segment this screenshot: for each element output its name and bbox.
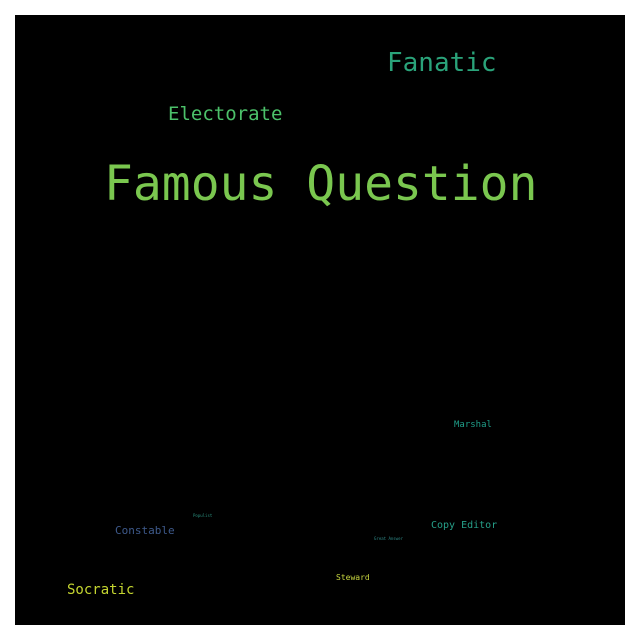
word-copy-editor: Copy Editor xyxy=(431,520,498,531)
word-socratic: Socratic xyxy=(67,582,135,598)
word-electorate: Electorate xyxy=(168,103,283,125)
word-marshal: Marshal xyxy=(454,420,492,430)
word-cloud-canvas: Famous Question Fanatic Electorate Marsh… xyxy=(15,15,625,625)
word-great-answer: Great Answer xyxy=(374,536,403,541)
word-steward: Steward xyxy=(336,573,370,582)
word-constable: Constable xyxy=(115,524,175,537)
word-populist: Populist xyxy=(193,513,213,518)
word-famous-question: Famous Question xyxy=(104,156,538,212)
word-fanatic: Fanatic xyxy=(387,48,497,78)
